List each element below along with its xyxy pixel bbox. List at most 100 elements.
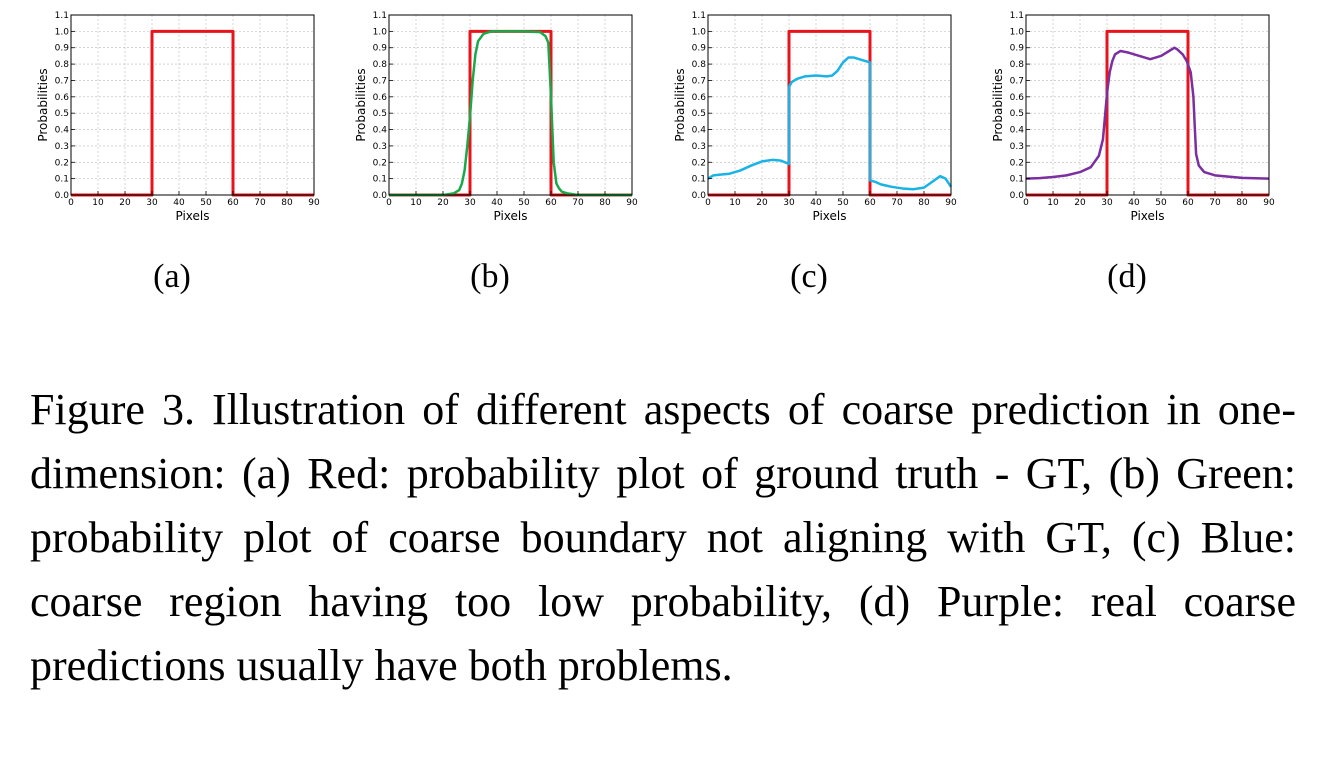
series-line-coarse-region xyxy=(707,56,953,191)
x-axis-label: Pixels xyxy=(812,209,846,223)
y-tick-label: 0.5 xyxy=(692,109,706,119)
y-tick-label: 0.6 xyxy=(373,93,388,103)
x-tick-label: 0 xyxy=(705,198,711,208)
y-tick-label: 0.6 xyxy=(1010,93,1025,103)
x-tick-label: 10 xyxy=(92,198,104,208)
y-axis-label: Probabilities xyxy=(991,68,1005,141)
chart-b: 0 10 20 30 40 50 60 70 80 90 0.0 0.1 0.2 0.3 0.4 0.5 0.6… xyxy=(354,11,638,223)
y-tick-label: 0.9 xyxy=(55,44,70,54)
x-tick-label: 70 xyxy=(572,198,584,208)
plot-frame xyxy=(388,14,633,196)
x-tick-label: 40 xyxy=(491,198,503,208)
x-tick-label: 30 xyxy=(783,198,795,208)
y-tick-label: 1.1 xyxy=(55,11,69,21)
y-tick-label: 0.3 xyxy=(55,142,69,152)
y-tick-label: 0.3 xyxy=(373,142,387,152)
chart-c: 0 10 20 30 40 50 60 70 80 90 0.0 0.1 0.2 0.3 0.4 0.5 0.6… xyxy=(673,11,957,223)
x-tick-label: 0 xyxy=(386,198,392,208)
panel-label-b: (b) xyxy=(470,258,510,295)
x-tick-label: 90 xyxy=(945,198,957,208)
y-tick-label: 0.4 xyxy=(1010,126,1025,136)
x-tick-label: 60 xyxy=(545,198,557,208)
series-line-coarse-boundary xyxy=(389,30,632,197)
chart-panel-c: 0 10 20 30 40 50 60 70 80 90 0.0 0.1 0.2 0.3 0.4 0.5 0.6… xyxy=(649,0,969,310)
y-tick-label: 0.8 xyxy=(373,60,388,70)
x-tick-label: 30 xyxy=(146,198,158,208)
x-tick-label: 80 xyxy=(599,198,611,208)
x-axis-label: Pixels xyxy=(175,209,209,223)
y-tick-label: 0.0 xyxy=(692,191,707,201)
x-tick-label: 50 xyxy=(518,198,530,208)
x-tick-label: 50 xyxy=(837,198,849,208)
x-tick-label: 90 xyxy=(626,198,638,208)
y-tick-label: 0.8 xyxy=(692,60,707,70)
x-tick-label: 20 xyxy=(756,198,768,208)
y-tick-label: 1.1 xyxy=(373,11,387,21)
x-tick-label: 30 xyxy=(464,198,476,208)
y-tick-label: 0.4 xyxy=(692,126,707,136)
y-tick-label: 0.1 xyxy=(373,175,387,185)
y-tick-label: 0.5 xyxy=(373,109,387,119)
y-tick-label: 0.3 xyxy=(692,142,706,152)
x-tick-label: 40 xyxy=(810,198,822,208)
y-tick-label: 0.4 xyxy=(55,126,70,136)
x-tick-label: 10 xyxy=(410,198,422,208)
y-tick-label: 0.9 xyxy=(373,44,388,54)
panel-label-a: (a) xyxy=(153,258,191,295)
y-axis-label: Probabilities xyxy=(354,68,368,141)
plot-frame xyxy=(70,14,315,196)
y-tick-label: 0.0 xyxy=(55,191,70,201)
y-tick-label: 0.2 xyxy=(55,158,69,168)
y-axis-label: Probabilities xyxy=(36,68,50,141)
y-tick-label: 0.9 xyxy=(1010,44,1025,54)
y-tick-label: 1.0 xyxy=(692,27,707,37)
y-tick-label: 0.2 xyxy=(1010,158,1024,168)
x-tick-label: 0 xyxy=(1023,198,1029,208)
x-tick-label: 90 xyxy=(1263,198,1275,208)
x-axis-label: Pixels xyxy=(493,209,527,223)
y-tick-label: 1.1 xyxy=(1010,11,1024,21)
chart-d: 0 10 20 30 40 50 60 70 80 90 0.0 0.1 0.2 0.3 0.4 0.5 0.6… xyxy=(991,11,1275,223)
x-tick-label: 60 xyxy=(1182,198,1194,208)
y-tick-label: 0.2 xyxy=(373,158,387,168)
chart-panel-a: 0 10 20 30 40 50 60 70 80 90 0.0 0.1 0.2 0.3 0.4 0.5 0.6… xyxy=(12,0,332,310)
x-tick-label: 10 xyxy=(729,198,741,208)
plot-frame xyxy=(1025,14,1270,196)
chart-panel-d: 0 10 20 30 40 50 60 70 80 90 0.0 0.1 0.2 0.3 0.4 0.5 0.6… xyxy=(967,0,1287,310)
x-tick-label: 30 xyxy=(1101,198,1113,208)
figure-caption: Figure 3. Illustration of different aspe… xyxy=(30,385,1296,690)
x-axis-label: Pixels xyxy=(1130,209,1164,223)
x-tick-label: 50 xyxy=(1155,198,1167,208)
chart-panel-b: 0 10 20 30 40 50 60 70 80 90 0.0 0.1 0.2 0.3 0.4 0.5 0.6… xyxy=(330,0,650,310)
y-tick-label: 0.7 xyxy=(1010,76,1024,86)
x-tick-label: 40 xyxy=(1128,198,1140,208)
y-tick-label: 0.8 xyxy=(1010,60,1025,70)
y-tick-label: 0.4 xyxy=(373,126,388,136)
x-tick-label: 80 xyxy=(1236,198,1248,208)
chart-a: 0 10 20 30 40 50 60 70 80 90 0.0 0.1 0.2 0.3 0.4 0.5 0.6… xyxy=(36,11,320,223)
y-tick-label: 0.1 xyxy=(55,175,69,185)
y-tick-label: 0.6 xyxy=(692,93,707,103)
y-tick-label: 0.8 xyxy=(55,60,70,70)
y-tick-label: 0.3 xyxy=(1010,142,1024,152)
x-tick-label: 20 xyxy=(119,198,131,208)
x-tick-label: 20 xyxy=(1074,198,1086,208)
x-tick-label: 0 xyxy=(68,198,74,208)
y-tick-label: 0.7 xyxy=(373,76,387,86)
y-tick-label: 0.1 xyxy=(1010,175,1024,185)
x-tick-label: 10 xyxy=(1047,198,1059,208)
plot-frame xyxy=(707,14,952,196)
y-tick-label: 1.0 xyxy=(55,27,70,37)
y-tick-label: 1.0 xyxy=(373,27,388,37)
x-tick-label: 60 xyxy=(864,198,876,208)
x-tick-label: 80 xyxy=(918,198,930,208)
x-tick-label: 70 xyxy=(891,198,903,208)
y-tick-label: 0.1 xyxy=(692,175,706,185)
y-tick-label: 0.6 xyxy=(55,93,70,103)
y-tick-label: 1.0 xyxy=(1010,27,1025,37)
series-line-real-coarse-prediction xyxy=(1025,46,1270,180)
x-tick-label: 80 xyxy=(281,198,293,208)
x-tick-label: 20 xyxy=(437,198,449,208)
y-tick-label: 0.0 xyxy=(1010,191,1025,201)
y-tick-label: 0.5 xyxy=(55,109,69,119)
